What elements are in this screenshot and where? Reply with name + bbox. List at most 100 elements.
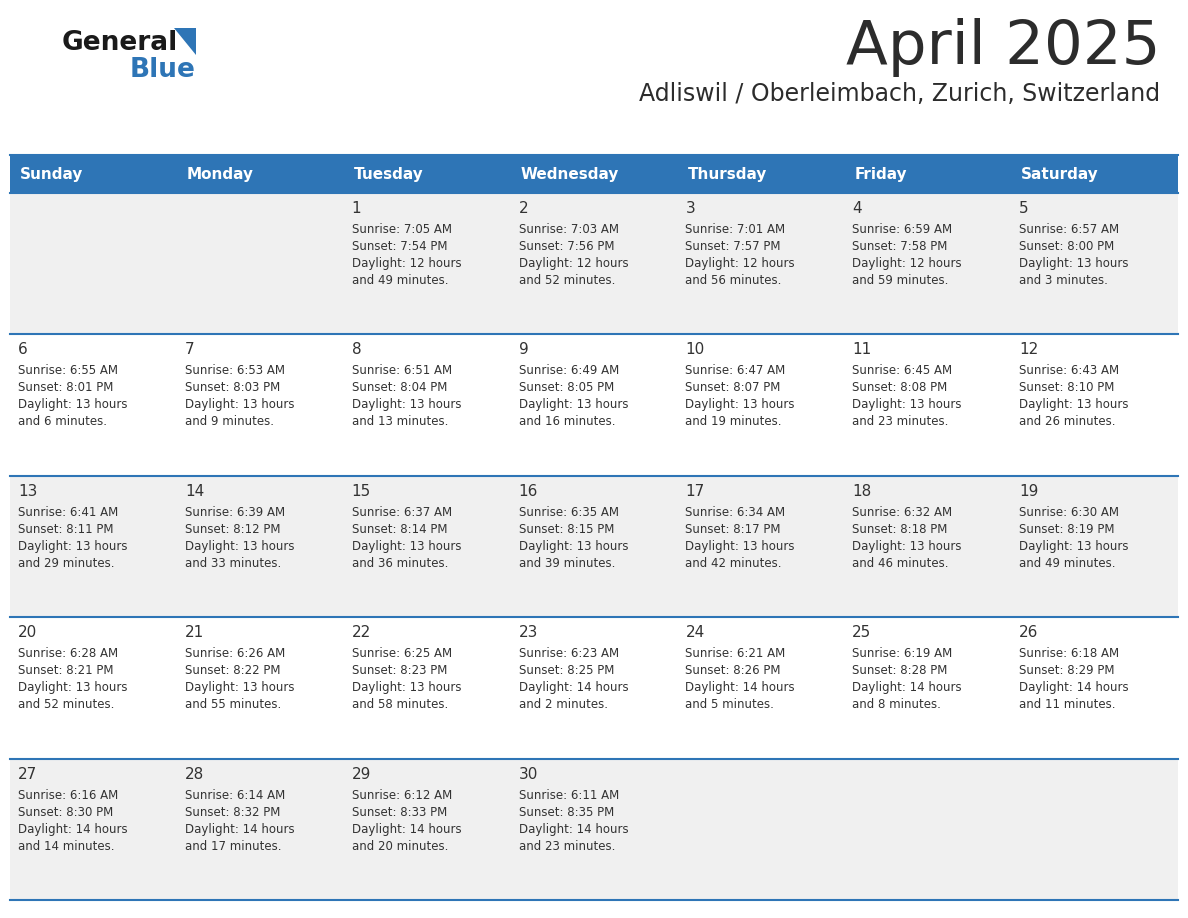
Text: Daylight: 14 hours: Daylight: 14 hours xyxy=(18,823,127,835)
Text: and 19 minutes.: and 19 minutes. xyxy=(685,416,782,429)
Text: Sunrise: 6:57 AM: Sunrise: 6:57 AM xyxy=(1019,223,1119,236)
Bar xyxy=(845,617,1011,758)
Bar xyxy=(511,617,677,758)
Text: Sunrise: 7:01 AM: Sunrise: 7:01 AM xyxy=(685,223,785,236)
Text: 27: 27 xyxy=(18,767,37,781)
Text: Tuesday: Tuesday xyxy=(354,166,423,182)
Text: Daylight: 12 hours: Daylight: 12 hours xyxy=(352,257,461,270)
Text: Sunrise: 6:12 AM: Sunrise: 6:12 AM xyxy=(352,789,451,801)
Text: 15: 15 xyxy=(352,484,371,498)
Text: Sunrise: 7:03 AM: Sunrise: 7:03 AM xyxy=(519,223,619,236)
Text: 30: 30 xyxy=(519,767,538,781)
Bar xyxy=(177,617,343,758)
Text: Sunset: 7:56 PM: Sunset: 7:56 PM xyxy=(519,240,614,253)
Text: Daylight: 13 hours: Daylight: 13 hours xyxy=(1019,257,1129,270)
Bar xyxy=(10,758,177,900)
Text: Sunday: Sunday xyxy=(20,166,83,182)
Bar xyxy=(10,617,177,758)
Text: Daylight: 12 hours: Daylight: 12 hours xyxy=(852,257,962,270)
Text: and 46 minutes.: and 46 minutes. xyxy=(852,557,949,570)
Text: Sunrise: 7:05 AM: Sunrise: 7:05 AM xyxy=(352,223,451,236)
Text: 20: 20 xyxy=(18,625,37,640)
Bar xyxy=(10,155,177,193)
Bar xyxy=(845,155,1011,193)
Bar xyxy=(177,193,343,334)
Text: and 55 minutes.: and 55 minutes. xyxy=(185,699,282,711)
Text: 22: 22 xyxy=(352,625,371,640)
Text: and 8 minutes.: and 8 minutes. xyxy=(852,699,941,711)
Text: Sunset: 8:32 PM: Sunset: 8:32 PM xyxy=(185,806,280,819)
Bar xyxy=(677,155,845,193)
Text: 18: 18 xyxy=(852,484,872,498)
Bar xyxy=(177,476,343,617)
Text: Daylight: 13 hours: Daylight: 13 hours xyxy=(352,398,461,411)
Text: and 2 minutes.: and 2 minutes. xyxy=(519,699,607,711)
Text: Sunset: 8:23 PM: Sunset: 8:23 PM xyxy=(352,665,447,677)
Bar xyxy=(177,155,343,193)
Text: Sunset: 8:28 PM: Sunset: 8:28 PM xyxy=(852,665,948,677)
Text: Sunset: 8:29 PM: Sunset: 8:29 PM xyxy=(1019,665,1114,677)
Text: Sunrise: 6:35 AM: Sunrise: 6:35 AM xyxy=(519,506,619,519)
Text: Sunset: 8:08 PM: Sunset: 8:08 PM xyxy=(852,381,948,395)
Text: Sunset: 8:12 PM: Sunset: 8:12 PM xyxy=(185,522,280,536)
Text: Sunrise: 6:16 AM: Sunrise: 6:16 AM xyxy=(18,789,119,801)
Text: Sunrise: 6:39 AM: Sunrise: 6:39 AM xyxy=(185,506,285,519)
Text: Sunrise: 6:51 AM: Sunrise: 6:51 AM xyxy=(352,364,451,377)
Text: Sunset: 8:19 PM: Sunset: 8:19 PM xyxy=(1019,522,1114,536)
Text: Sunrise: 6:34 AM: Sunrise: 6:34 AM xyxy=(685,506,785,519)
Text: Sunrise: 6:30 AM: Sunrise: 6:30 AM xyxy=(1019,506,1119,519)
Text: Daylight: 13 hours: Daylight: 13 hours xyxy=(185,398,295,411)
Text: Daylight: 13 hours: Daylight: 13 hours xyxy=(685,398,795,411)
Text: and 29 minutes.: and 29 minutes. xyxy=(18,557,114,570)
Bar xyxy=(343,334,511,476)
Text: Daylight: 13 hours: Daylight: 13 hours xyxy=(185,540,295,553)
Text: 14: 14 xyxy=(185,484,204,498)
Text: Sunrise: 6:37 AM: Sunrise: 6:37 AM xyxy=(352,506,451,519)
Bar xyxy=(343,758,511,900)
Text: Sunrise: 6:59 AM: Sunrise: 6:59 AM xyxy=(852,223,953,236)
Text: Daylight: 13 hours: Daylight: 13 hours xyxy=(185,681,295,694)
Bar xyxy=(177,334,343,476)
Text: Sunset: 8:01 PM: Sunset: 8:01 PM xyxy=(18,381,113,395)
Text: and 56 minutes.: and 56 minutes. xyxy=(685,274,782,287)
Text: Daylight: 13 hours: Daylight: 13 hours xyxy=(352,681,461,694)
Text: Sunrise: 6:47 AM: Sunrise: 6:47 AM xyxy=(685,364,785,377)
Text: Sunset: 8:11 PM: Sunset: 8:11 PM xyxy=(18,522,114,536)
Text: and 13 minutes.: and 13 minutes. xyxy=(352,416,448,429)
Bar xyxy=(1011,334,1178,476)
Text: Sunset: 8:00 PM: Sunset: 8:00 PM xyxy=(1019,240,1114,253)
Text: 12: 12 xyxy=(1019,342,1038,357)
Text: and 17 minutes.: and 17 minutes. xyxy=(185,840,282,853)
Bar xyxy=(177,758,343,900)
Text: Adliswil / Oberleimbach, Zurich, Switzerland: Adliswil / Oberleimbach, Zurich, Switzer… xyxy=(639,82,1159,106)
Bar xyxy=(10,193,177,334)
Text: and 23 minutes.: and 23 minutes. xyxy=(852,416,949,429)
Bar xyxy=(10,476,177,617)
Bar xyxy=(677,617,845,758)
Text: Sunrise: 6:26 AM: Sunrise: 6:26 AM xyxy=(185,647,285,660)
Text: 25: 25 xyxy=(852,625,872,640)
Text: and 59 minutes.: and 59 minutes. xyxy=(852,274,949,287)
Text: 16: 16 xyxy=(519,484,538,498)
Text: 19: 19 xyxy=(1019,484,1038,498)
Bar xyxy=(511,155,677,193)
Text: Daylight: 14 hours: Daylight: 14 hours xyxy=(1019,681,1129,694)
Text: and 3 minutes.: and 3 minutes. xyxy=(1019,274,1108,287)
Text: Sunset: 8:30 PM: Sunset: 8:30 PM xyxy=(18,806,113,819)
Text: Daylight: 14 hours: Daylight: 14 hours xyxy=(852,681,962,694)
Text: General: General xyxy=(62,30,178,56)
Bar xyxy=(511,334,677,476)
Text: 17: 17 xyxy=(685,484,704,498)
Text: and 16 minutes.: and 16 minutes. xyxy=(519,416,615,429)
Bar xyxy=(1011,155,1178,193)
Text: Sunrise: 6:19 AM: Sunrise: 6:19 AM xyxy=(852,647,953,660)
Bar xyxy=(511,193,677,334)
Text: 1: 1 xyxy=(352,201,361,216)
Text: Daylight: 13 hours: Daylight: 13 hours xyxy=(852,398,962,411)
Text: 23: 23 xyxy=(519,625,538,640)
Bar xyxy=(1011,758,1178,900)
Text: Friday: Friday xyxy=(854,166,906,182)
Text: Sunrise: 6:23 AM: Sunrise: 6:23 AM xyxy=(519,647,619,660)
Bar xyxy=(845,193,1011,334)
Text: and 58 minutes.: and 58 minutes. xyxy=(352,699,448,711)
